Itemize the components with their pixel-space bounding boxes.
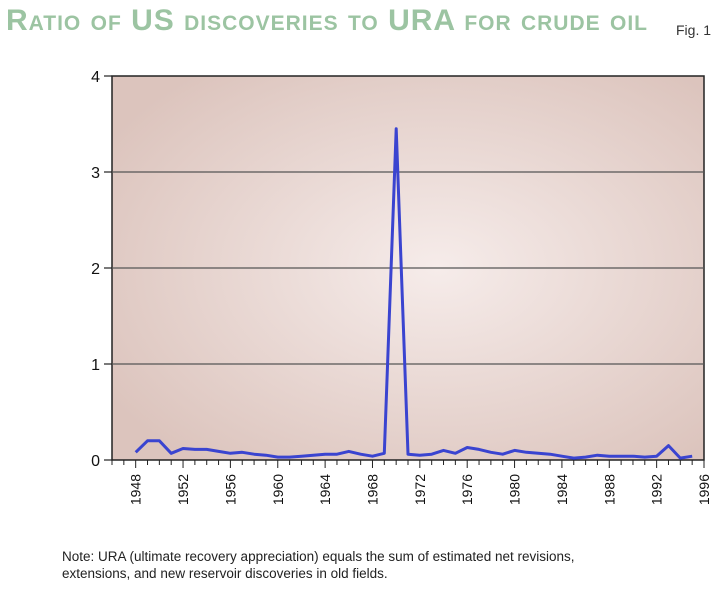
y-tick-label: 2 xyxy=(91,261,100,278)
x-tick-label: 1980 xyxy=(507,474,523,505)
chart-title: Ratio of US discoveries to URA for crude… xyxy=(6,4,648,37)
x-tick-label: 1964 xyxy=(317,474,333,505)
x-tick-label: 1976 xyxy=(459,474,475,505)
footnote: Note: URA (ultimate recovery appreciatio… xyxy=(62,548,712,582)
footnote-line-2: extensions, and new reservoir discoverie… xyxy=(62,566,388,581)
y-axis: 0 1 2 3 4 xyxy=(91,69,112,470)
x-tick-label: 1996 xyxy=(696,474,712,505)
x-tick-label: 1956 xyxy=(222,474,238,505)
x-tick-label: 1952 xyxy=(175,474,191,505)
x-tick-label: 1988 xyxy=(601,474,617,505)
y-tick-label: 1 xyxy=(91,357,100,374)
y-tick-label: 3 xyxy=(91,165,100,182)
x-axis: 1948 1952 1956 1960 1964 1968 1972 1976 1980 1984… xyxy=(111,460,712,505)
gridlines xyxy=(112,171,704,365)
figure-label: Fig. 1 xyxy=(676,22,712,38)
footnote-line-1: Note: URA (ultimate recovery appreciatio… xyxy=(62,549,575,564)
x-tick-label: 1992 xyxy=(649,474,665,505)
x-tick-label: 1960 xyxy=(270,474,286,505)
x-tick-label: 1948 xyxy=(128,474,144,505)
x-tick-label: 1968 xyxy=(364,474,380,505)
x-tick-label: 1972 xyxy=(412,474,428,505)
y-tick-label: 0 xyxy=(91,453,100,470)
series-line xyxy=(134,127,693,460)
x-tick-label: 1984 xyxy=(554,474,570,505)
y-tick-label: 4 xyxy=(91,69,100,86)
